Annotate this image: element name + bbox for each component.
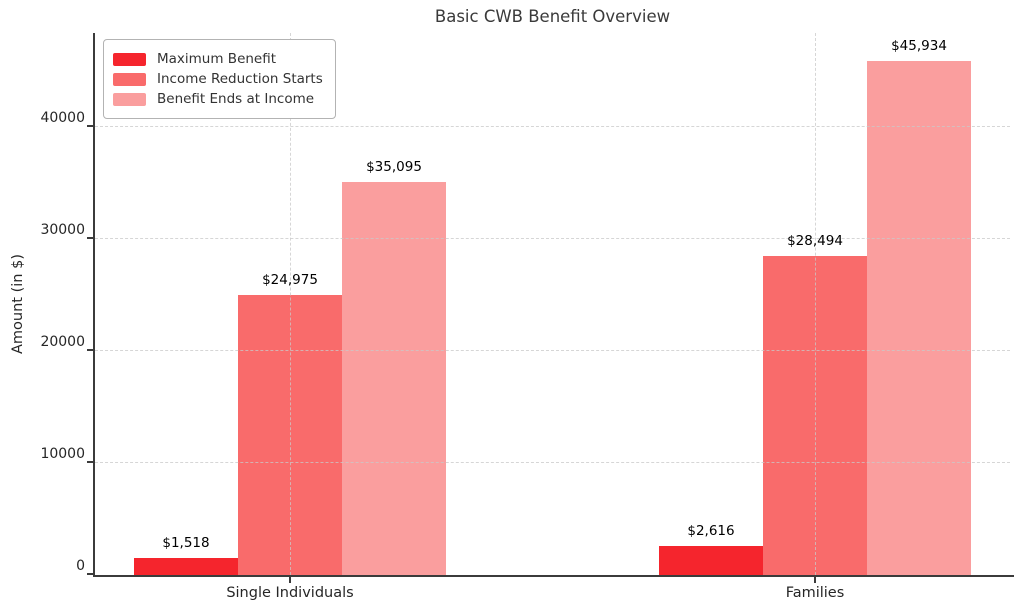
gridline-y-30000 (95, 238, 1010, 240)
bar-value-label: $45,934 (891, 37, 947, 54)
legend-entry-2: Income Reduction Starts (113, 71, 323, 87)
y-axis-spine (93, 33, 95, 577)
gridline-y-10000 (95, 462, 1010, 464)
legend-swatch-icon (113, 52, 146, 66)
y-tick-label-0: 0 (76, 558, 85, 574)
chart-title: Basic CWB Benefit Overview (434, 7, 671, 26)
x-tick-mark-1 (289, 577, 291, 583)
gridline-y-20000 (95, 350, 1010, 352)
x-tick-label-2: Families (785, 585, 845, 601)
bar-maximum-benefit-2 (659, 545, 763, 575)
legend-swatch-icon (113, 72, 146, 86)
bar-value-label: $2,616 (687, 522, 735, 539)
y-axis-label: Amount (in $) (10, 254, 26, 354)
bar-value-label: $1,518 (162, 535, 210, 552)
x-tick-mark-2 (814, 577, 816, 583)
x-axis-spine (93, 575, 1014, 577)
gridline-x-1 (290, 33, 291, 575)
legend-swatch-icon (113, 92, 146, 106)
legend-entry-1: Maximum Benefit (113, 51, 323, 67)
bar-benefit-ends-at-income-2 (867, 60, 971, 575)
bar-benefit-ends-at-income-1 (342, 182, 446, 575)
y-tick-label-20000: 20000 (40, 334, 85, 351)
bar-maximum-benefit-1 (134, 558, 238, 575)
y-tick-label-30000: 30000 (40, 222, 85, 239)
y-tick-mark-30000 (87, 237, 93, 240)
legend: Maximum Benefit Income Reduction Starts Be… (103, 39, 336, 119)
y-tick-mark-20000 (87, 349, 93, 352)
y-tick-label-40000: 40000 (40, 110, 85, 127)
legend-label: Maximum Benefit (157, 51, 277, 67)
y-tick-label-10000: 10000 (40, 446, 85, 463)
plot-area: Maximum Benefit Income Reduction Starts Be… (40, 33, 1014, 601)
y-tick-mark-10000 (87, 461, 93, 464)
gridline-y-40000 (95, 126, 1010, 128)
legend-label: Benefit Ends at Income (157, 91, 315, 107)
bar-value-label: $35,095 (366, 159, 422, 175)
legend-entry-3: Benefit Ends at Income (113, 91, 323, 107)
bar-value-label: $28,494 (787, 232, 843, 249)
x-tick-label-1: Single Individuals (226, 585, 354, 601)
gridline-x-2 (815, 33, 816, 575)
legend-label: Income Reduction Starts (157, 71, 323, 87)
y-tick-mark-40000 (87, 125, 93, 128)
bar-value-label: $24,975 (262, 272, 318, 289)
y-tick-mark-0 (87, 573, 93, 575)
